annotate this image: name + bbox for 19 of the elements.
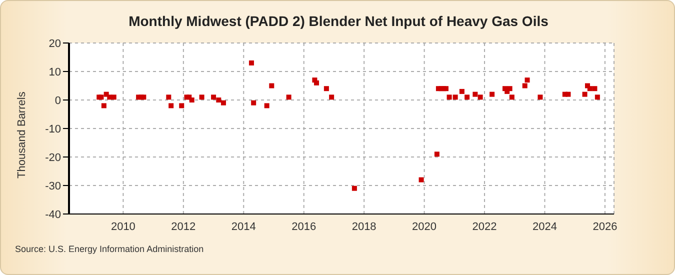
y-tick-label: 0 xyxy=(54,94,61,107)
y-axis-title: Thousand Barrels xyxy=(16,91,28,178)
y-tick-label: -30 xyxy=(45,180,61,192)
x-tick-label: 2026 xyxy=(592,220,618,233)
x-tick-label: 2022 xyxy=(472,220,497,233)
y-tick-label: -20 xyxy=(45,152,61,164)
y-tick-label: 20 xyxy=(48,38,61,50)
x-tick-label: 2020 xyxy=(412,220,437,233)
source-note: Source: U.S. Energy Information Administration xyxy=(15,244,204,254)
y-tick-label: 10 xyxy=(48,66,61,78)
x-tick-label: 2010 xyxy=(110,220,136,233)
chart-title: Monthly Midwest (PADD 2) Blender Net Input of Heavy Gas Oils xyxy=(128,13,550,29)
x-tick-label: 2016 xyxy=(292,220,316,233)
x-tick-label: 2024 xyxy=(532,220,557,233)
y-tick-label: -40 xyxy=(45,208,61,221)
x-tick-label: 2014 xyxy=(231,220,256,233)
x-tick-label: 2018 xyxy=(352,220,376,233)
x-tick-label: 2012 xyxy=(171,220,196,233)
y-tick-label: -10 xyxy=(45,123,61,136)
